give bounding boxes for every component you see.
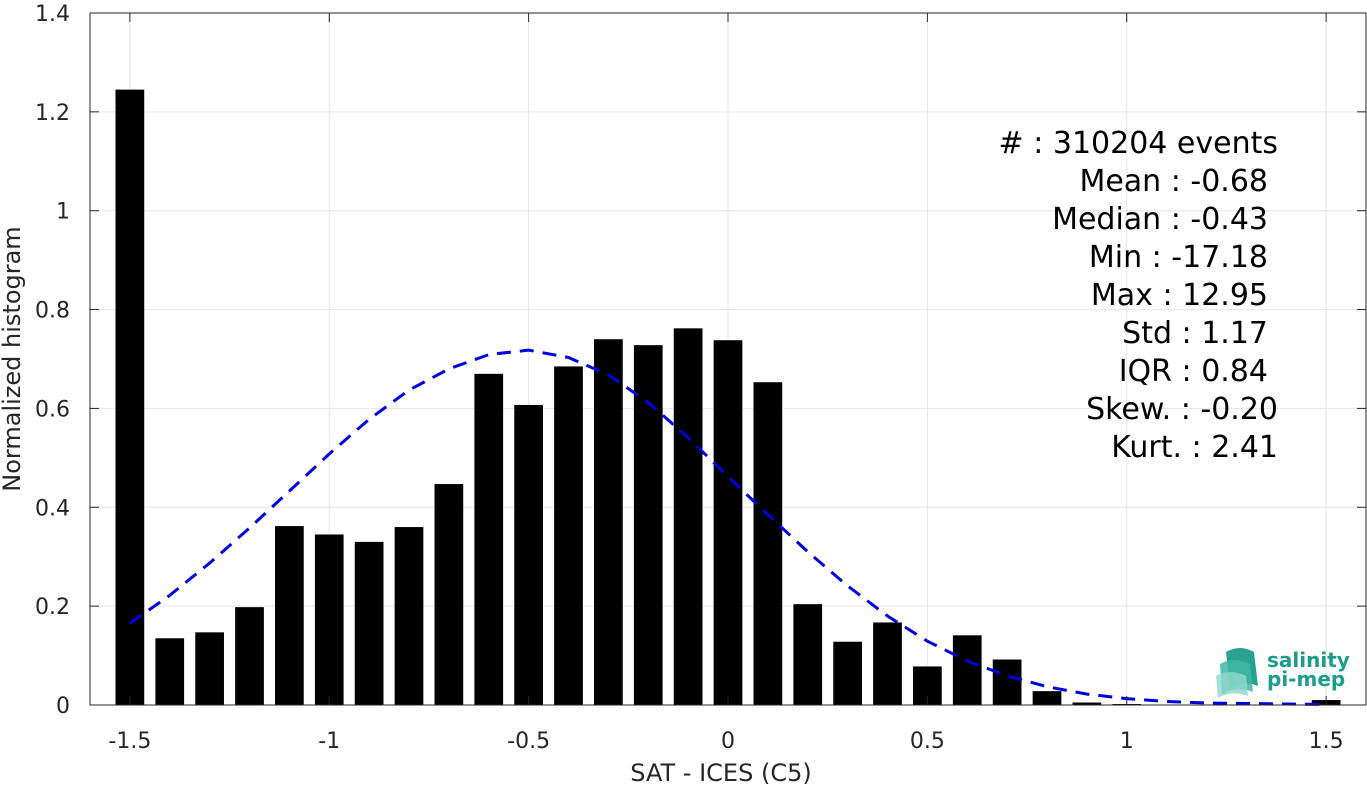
histogram-bar — [713, 340, 743, 705]
y-tick-label: 0.6 — [35, 397, 70, 422]
x-tick-label: 1.5 — [1309, 729, 1344, 754]
x-tick-label: 0.5 — [910, 729, 945, 754]
histogram-bar — [992, 659, 1022, 705]
histogram-bar — [793, 604, 823, 705]
x-tick-label: 1 — [1120, 729, 1134, 754]
grid — [90, 12, 1366, 706]
histogram-bar — [1072, 702, 1102, 705]
stat-min: Min : -17.18 — [1089, 240, 1268, 275]
stat-mean: Mean : -0.68 — [1079, 164, 1268, 199]
histogram-bar — [1032, 691, 1062, 705]
histogram-bar — [354, 541, 384, 705]
histogram-bar — [314, 534, 344, 705]
y-tick-label: 1.2 — [35, 101, 70, 126]
y-tick-label: 1.4 — [35, 2, 70, 27]
histogram-bar — [554, 366, 583, 705]
y-axis-label: Normalized histogram — [0, 226, 26, 491]
bars — [115, 89, 1341, 706]
histogram-bar — [514, 404, 543, 705]
wave-logo-icon — [1216, 648, 1258, 698]
logo-text-line2: pi-mep — [1267, 667, 1345, 691]
histogram-bar — [155, 638, 185, 705]
y-tick-labels: 0 0.2 0.4 0.6 0.8 1 1.2 1.4 — [35, 2, 70, 719]
histogram-bar — [833, 641, 862, 705]
stat-median: Median : -0.43 — [1052, 202, 1268, 237]
histogram-bar — [594, 339, 623, 705]
axes — [89, 12, 1367, 706]
histogram-bar — [275, 526, 304, 705]
y-tick-label: 1 — [56, 200, 70, 225]
y-tick-label: 0.8 — [35, 299, 70, 324]
logo-text-line1: salinity — [1267, 648, 1350, 672]
histogram-bar — [633, 345, 663, 705]
histogram-bar — [235, 607, 264, 705]
histogram-bar — [115, 89, 145, 706]
y-tick-label: 0.4 — [35, 496, 70, 521]
histogram-bar — [873, 622, 902, 705]
statistics-box: # : 310204 events Mean : -0.68 Median : … — [999, 126, 1278, 465]
y-tick-label: 0.2 — [35, 595, 70, 620]
histogram-bar — [474, 373, 504, 705]
x-tick-label: -0.5 — [507, 729, 550, 754]
stat-iqr: IQR : 0.84 — [1119, 354, 1268, 389]
stat-max: Max : 12.95 — [1091, 278, 1268, 313]
x-tick-labels: -1.5 -1 -0.5 0 0.5 1 1.5 — [108, 729, 1343, 754]
histogram-bar — [753, 382, 783, 705]
stat-kurt: Kurt. : 2.41 — [1111, 430, 1278, 465]
histogram-bar — [952, 635, 982, 705]
x-axis-label: SAT - ICES (C5) — [630, 759, 811, 785]
x-tick-label: -1 — [318, 729, 340, 754]
x-tick-label: 0 — [721, 729, 735, 754]
x-tick-label: -1.5 — [108, 729, 151, 754]
salinity-pimep-logo: salinity pi-mep — [1216, 648, 1350, 698]
stat-count: # : 310204 events — [999, 126, 1278, 161]
stat-skew: Skew. : -0.20 — [1086, 392, 1278, 427]
histogram-bar — [394, 527, 424, 705]
histogram-bar — [434, 484, 464, 705]
y-tick-label: 0 — [56, 694, 70, 719]
histogram-bar — [673, 328, 703, 705]
histogram-bar — [195, 632, 224, 705]
stat-std: Std : 1.17 — [1122, 316, 1268, 351]
